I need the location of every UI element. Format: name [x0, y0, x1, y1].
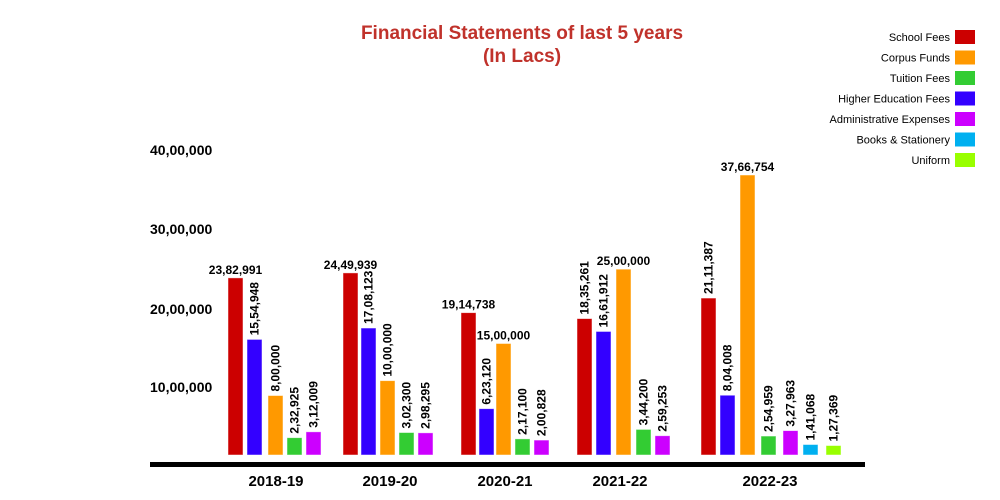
bar-administrative-expenses [782, 430, 799, 456]
bar-administrative-expenses [417, 432, 434, 456]
x-axis-labels: 2018-19 2019-20 2020-21 2021-22 2022-23 [248, 473, 797, 490]
data-label: 2,17,100 [516, 388, 530, 435]
data-label: 1,27,369 [827, 394, 841, 441]
x-tick-label: 2018-19 [248, 473, 303, 490]
data-label: 2,00,828 [535, 389, 549, 436]
chart-subtitle: (In Lacs) [483, 46, 561, 67]
data-label: 6,23,120 [480, 358, 494, 405]
legend-swatch [955, 112, 975, 126]
legend-label: Books & Stationery [856, 135, 950, 147]
data-label: 37,66,754 [721, 160, 775, 174]
data-label: 8,00,000 [269, 344, 283, 391]
legend-item: Higher Education Fees [838, 91, 975, 106]
bar-tuition-fees [635, 429, 652, 456]
legend-swatch [955, 50, 975, 65]
legend: School Fees Corpus Funds Tuition Fees Highe… [830, 30, 975, 167]
bar-school-fees [227, 277, 244, 456]
legend-item: School Fees [889, 30, 975, 44]
data-label: 2,98,295 [419, 382, 433, 429]
bar-higher-education-fees [719, 394, 736, 456]
bar-corpus-funds [379, 380, 396, 456]
bar-school-fees [576, 318, 593, 456]
data-label: 1,41,068 [804, 393, 818, 440]
legend-label: School Fees [889, 32, 951, 44]
bar-uniform [825, 445, 842, 456]
data-label: 15,54,948 [248, 282, 262, 336]
y-tick-label: 40,00,000 [150, 142, 212, 158]
bar-corpus-funds [267, 395, 284, 456]
bar-tuition-fees [760, 435, 777, 456]
legend-label: Administrative Expenses [830, 114, 951, 126]
legend-item: Tuition Fees [890, 71, 975, 85]
data-label: 15,00,000 [477, 328, 531, 342]
data-label: 25,00,000 [597, 254, 651, 268]
y-tick-label: 30,00,000 [150, 221, 212, 237]
bar-school-fees [342, 272, 359, 456]
y-tick-label: 10,00,000 [150, 379, 212, 395]
bar-group-2020-21: 19,14,738 6,23,120 15,00,000 2,17,100 2,00,8… [442, 298, 550, 456]
bar-administrative-expenses [305, 431, 322, 456]
legend-label: Corpus Funds [881, 53, 951, 65]
legend-swatch [955, 91, 975, 106]
bar-school-fees [700, 297, 717, 456]
bar-books-stationery [802, 444, 819, 456]
y-tick-label: 20,00,000 [150, 301, 212, 317]
bar-group-2022-23: 21,11,387 8,04,008 37,66,754 2,54,959 3,27,9… [700, 160, 842, 456]
data-label: 10,00,000 [381, 323, 395, 377]
legend-swatch [955, 153, 975, 167]
bar-group-2021-22: 18,35,261 16,61,912 25,00,000 3,44,200 2,59,… [576, 254, 671, 456]
data-label: 24,49,939 [324, 258, 378, 272]
data-label: 3,44,200 [637, 378, 651, 425]
x-tick-label: 2021-22 [592, 473, 647, 490]
bar-higher-education-fees [478, 408, 495, 456]
data-label: 8,04,008 [721, 344, 735, 391]
legend-swatch [955, 132, 975, 147]
data-label: 2,59,253 [656, 385, 670, 432]
data-label: 21,11,387 [702, 241, 716, 294]
bar-corpus-funds [739, 174, 756, 456]
bars: 23,82,991 15,54,948 8,00,000 2,32,925 3,12,0… [209, 160, 842, 456]
y-axis-ticks: 10,00,000 20,00,000 30,00,000 40,00,000 [150, 142, 212, 395]
legend-item: Uniform [911, 153, 975, 167]
bar-higher-education-fees [246, 339, 263, 456]
bar-administrative-expenses [533, 439, 550, 456]
data-label: 18,35,261 [578, 261, 592, 315]
x-tick-label: 2022-23 [742, 473, 797, 490]
bar-tuition-fees [398, 432, 415, 456]
data-label: 19,14,738 [442, 298, 496, 312]
legend-label: Uniform [911, 155, 950, 167]
legend-swatch [955, 71, 975, 85]
legend-label: Tuition Fees [890, 73, 951, 85]
data-label: 16,61,912 [597, 274, 611, 328]
data-label: 3,02,300 [400, 381, 414, 428]
chart-title: Financial Statements of last 5 years [361, 23, 683, 44]
bar-corpus-funds [615, 268, 632, 456]
bar-higher-education-fees [595, 331, 612, 456]
data-label: 3,27,963 [784, 380, 798, 427]
data-label: 17,08,123 [362, 270, 376, 324]
bar-tuition-fees [286, 437, 303, 456]
legend-label: Higher Education Fees [838, 94, 950, 106]
x-axis-line [150, 462, 865, 467]
bar-school-fees [460, 312, 477, 456]
data-label: 23,82,991 [209, 263, 263, 277]
bar-tuition-fees [514, 438, 531, 456]
legend-item: Books & Stationery [856, 132, 975, 147]
legend-item: Administrative Expenses [830, 112, 975, 126]
x-tick-label: 2020-21 [477, 473, 532, 490]
legend-swatch [955, 30, 975, 44]
data-label: 3,12,009 [307, 381, 321, 428]
bar-group-2018-19: 23,82,991 15,54,948 8,00,000 2,32,925 3,12,0… [209, 263, 322, 456]
bar-corpus-funds [495, 343, 512, 456]
bar-higher-education-fees [360, 327, 377, 456]
data-label: 2,54,959 [762, 385, 776, 432]
bar-administrative-expenses [654, 435, 671, 456]
data-label: 2,32,925 [288, 387, 302, 434]
x-tick-label: 2019-20 [362, 473, 417, 490]
legend-item: Corpus Funds [881, 50, 975, 65]
